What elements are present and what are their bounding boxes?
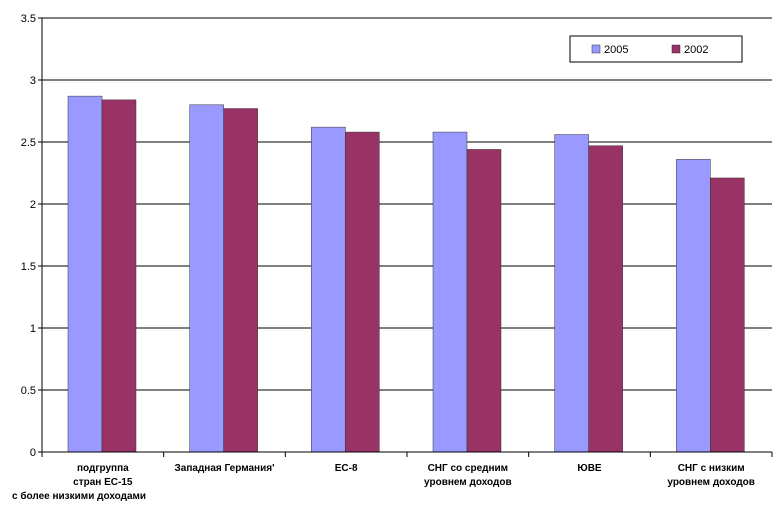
legend-swatch bbox=[591, 44, 601, 54]
bar-2005-5 bbox=[676, 159, 711, 453]
bar-2002-2 bbox=[345, 131, 380, 453]
category-label: подгруппа bbox=[77, 463, 129, 474]
category-label: СНГ со средним bbox=[428, 463, 509, 474]
y-tick-label: 2 bbox=[30, 199, 36, 211]
y-tick-label: 0.5 bbox=[21, 385, 36, 397]
bar-2002-0 bbox=[101, 99, 137, 453]
legend: 2005 2002 bbox=[569, 35, 743, 63]
y-tick-label: 3.5 bbox=[21, 13, 36, 25]
bar-2002-1 bbox=[223, 108, 258, 453]
category-label: уровнем доходов bbox=[667, 477, 755, 488]
gridlines bbox=[42, 17, 772, 391]
bar-2005-0 bbox=[67, 95, 103, 453]
bar-2002-5 bbox=[710, 177, 745, 453]
category-label: ЕС-8 bbox=[335, 463, 358, 474]
y-tick-label: 2.5 bbox=[21, 137, 36, 149]
legend-label: 2005 bbox=[604, 44, 628, 56]
bar-2005-2 bbox=[311, 126, 346, 453]
category-label: стран ЕС-15 bbox=[73, 477, 133, 488]
y-tick-label: 1.5 bbox=[21, 261, 36, 273]
y-axis-tick-labels: 0 0.5 1 1.5 2 2.5 3 3.5 bbox=[21, 13, 36, 459]
bar-2005-4 bbox=[554, 134, 589, 453]
category-label: ЮВЕ bbox=[577, 463, 602, 474]
axes bbox=[38, 17, 773, 457]
category-label: Западная Германия' bbox=[175, 463, 275, 474]
y-tick-label: 0 bbox=[30, 447, 36, 459]
legend-swatch bbox=[671, 44, 681, 54]
bars bbox=[67, 95, 745, 453]
bar-2005-3 bbox=[432, 131, 468, 453]
bar-2002-3 bbox=[466, 149, 502, 453]
bar-2005-1 bbox=[189, 104, 224, 453]
category-label: уровнем доходов bbox=[424, 477, 512, 488]
legend-label: 2002 bbox=[684, 44, 708, 56]
y-tick-label: 3 bbox=[30, 75, 36, 87]
category-labels: подгруппа стран ЕС-15 с более низкими дохо… bbox=[12, 463, 755, 502]
bar-2002-4 bbox=[588, 145, 623, 453]
y-tick-label: 1 bbox=[30, 323, 36, 335]
category-label: с более низкими доходами bbox=[12, 490, 146, 502]
category-label: СНГ с низким bbox=[678, 463, 745, 474]
